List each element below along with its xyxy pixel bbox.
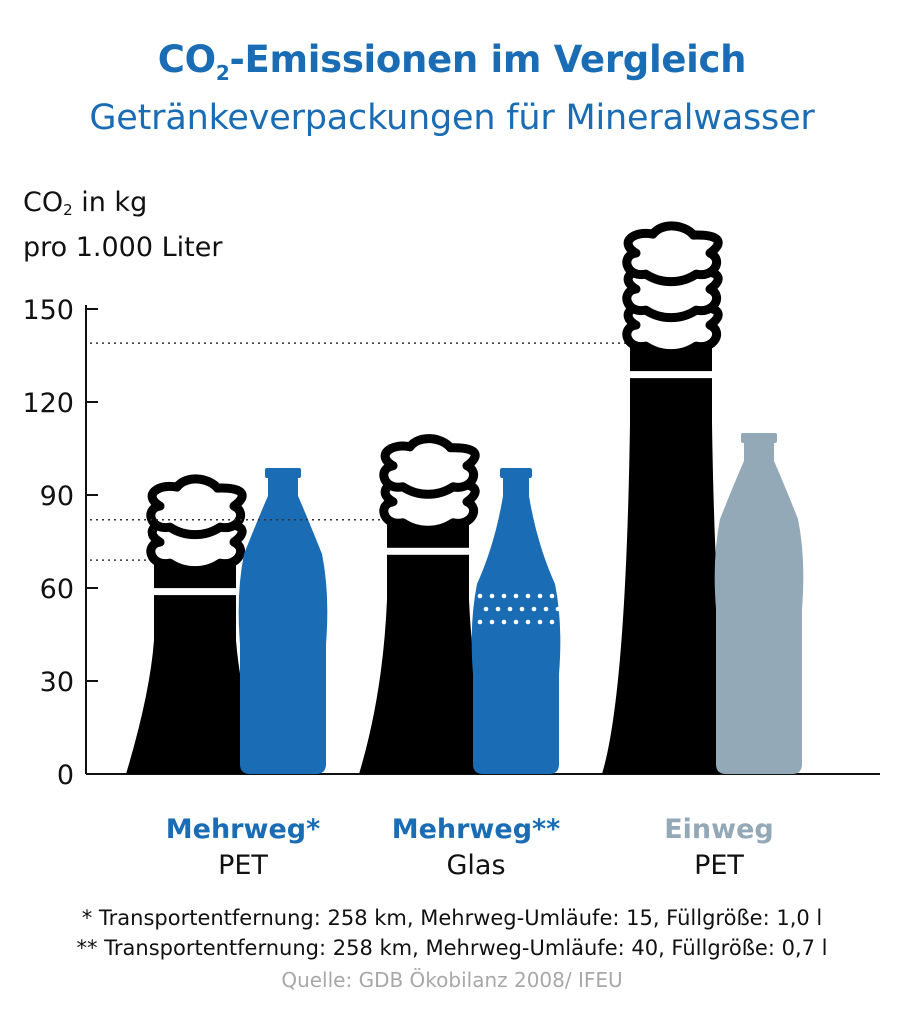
bottle-label-dot <box>495 606 501 612</box>
bottle-label-dot <box>555 606 561 612</box>
footnote-2: ** Transportentfernung: 258 km, Mehrweg-… <box>76 936 828 960</box>
category-main-label: Einweg <box>664 814 774 845</box>
bottle-label-dot <box>507 606 513 612</box>
source-note: Quelle: GDB Ökobilanz 2008/ IFEU <box>281 968 623 992</box>
bottle-label-dot <box>525 593 531 599</box>
smoke-cloud-icon <box>146 474 247 540</box>
bottle-label-dot <box>513 619 519 625</box>
bottle-label-dot <box>531 606 537 612</box>
bottle-label-dot <box>525 619 531 625</box>
bottle-label-dot <box>501 593 507 599</box>
y-tick-label: 150 <box>22 295 74 326</box>
category-label-mehrweg-pet: Mehrweg* PET <box>133 812 353 884</box>
bottle-cap-icon <box>741 433 777 443</box>
y-axis-unit-label: CO2 in kg pro 1.000 Liter <box>23 184 222 267</box>
bottle-label-dot <box>543 606 549 612</box>
bottle-label-dot <box>483 606 489 612</box>
y-tick-label: 60 <box>40 574 74 605</box>
category-sub-label: PET <box>694 850 744 881</box>
emission-bar <box>359 519 497 774</box>
category-main-label: Mehrweg** <box>391 814 561 845</box>
bottle-label-dot <box>501 619 507 625</box>
bottle-icon <box>238 474 328 774</box>
title-suffix: -Emissionen im Vergleich <box>229 38 747 81</box>
footnote-1: * Transportentfernung: 258 km, Mehrweg-U… <box>81 906 823 930</box>
chart-subtitle: Getränkeverpackungen für Mineralwasser <box>89 98 815 138</box>
chimney-stripe <box>387 547 469 555</box>
bottle-label-dot <box>477 619 483 625</box>
title-subscript: 2 <box>215 61 230 85</box>
y-tick-label: 30 <box>40 667 74 698</box>
bottle-label-dot <box>489 619 495 625</box>
smoke-cloud-icon <box>622 221 723 287</box>
title-prefix: CO <box>157 38 216 81</box>
bottle-label-dot <box>513 593 519 599</box>
category-label-einweg-pet: Einweg PET <box>609 812 829 884</box>
emission-bar <box>602 343 740 774</box>
y-tick-label: 90 <box>40 481 74 512</box>
unit-suffix: in kg <box>72 187 148 218</box>
y-tick-label: 120 <box>22 388 74 419</box>
chart-title: CO2-Emissionen im Vergleich <box>0 38 904 85</box>
chimney-stripe <box>154 588 236 596</box>
y-tick-label: 0 <box>57 760 74 791</box>
bottle-label-dot <box>477 593 483 599</box>
bottle-icon <box>714 439 804 774</box>
unit-subscript: 2 <box>63 201 73 219</box>
category-main-label: Mehrweg* <box>165 814 321 845</box>
bottle-cap-icon <box>265 468 301 478</box>
category-sub-label: PET <box>218 850 268 881</box>
bottle-label-dot <box>519 606 525 612</box>
bottle-label-dot <box>489 593 495 599</box>
smoke-cloud-icon <box>379 434 480 499</box>
bottle-cap-icon <box>500 468 532 478</box>
category-label-mehrweg-glas: Mehrweg** Glas <box>366 812 586 884</box>
bottle-label-dot <box>549 593 555 599</box>
bottle-label-dot <box>537 619 543 625</box>
bottle-label-dot <box>537 593 543 599</box>
unit-line2: pro 1.000 Liter <box>23 232 223 263</box>
bottle-label-dot <box>549 619 555 625</box>
chimney-stripe <box>630 371 712 379</box>
emission-bar <box>126 560 264 774</box>
category-sub-label: Glas <box>446 850 506 881</box>
unit-prefix: CO <box>23 187 64 218</box>
